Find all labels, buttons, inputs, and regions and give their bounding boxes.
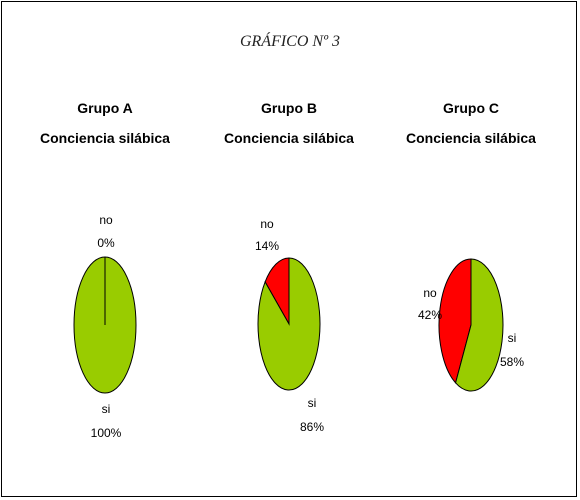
chart-subtitle: Conciencia silábica (406, 130, 536, 146)
pie-slice-si (455, 258, 504, 392)
slice-label-no: no (423, 286, 437, 300)
slice-value-no: 0% (97, 236, 115, 250)
chart-title: Grupo A (77, 100, 132, 116)
slice-value-si: 58% (500, 355, 524, 369)
slice-value-no: 14% (255, 239, 279, 253)
slice-label-si: si (308, 396, 317, 410)
chart-subtitle: Conciencia silábica (224, 130, 354, 146)
pie-slice-si (257, 257, 321, 391)
slice-value-si: 86% (300, 420, 324, 434)
chart-title: Grupo C (443, 100, 499, 116)
pie-slices (438, 258, 504, 392)
chart-title: Grupo B (261, 100, 317, 116)
slice-value-si: 100% (91, 426, 122, 440)
slice-label-no: no (99, 213, 113, 227)
slice-label-no: no (260, 217, 274, 231)
chart-subtitle: Conciencia silábica (40, 130, 170, 146)
slice-label-si: si (102, 402, 111, 416)
pie-slices (257, 257, 321, 391)
pie-chart-grupo-c: Grupo C Conciencia silábica no 42% si 58… (406, 100, 536, 392)
pie-slice-no (264, 257, 290, 326)
figure-title: GRÁFICO Nº 3 (239, 33, 341, 50)
slice-label-si: si (508, 331, 517, 345)
pie-chart-grupo-b: Grupo B Conciencia silábica no 14% si 86… (224, 100, 354, 434)
slice-value-no: 42% (418, 308, 442, 322)
pie-slice-no (438, 258, 472, 384)
pie-chart-grupo-a: Grupo A Conciencia silábica no 0% si 100… (40, 100, 170, 440)
pie-slices (73, 256, 137, 394)
